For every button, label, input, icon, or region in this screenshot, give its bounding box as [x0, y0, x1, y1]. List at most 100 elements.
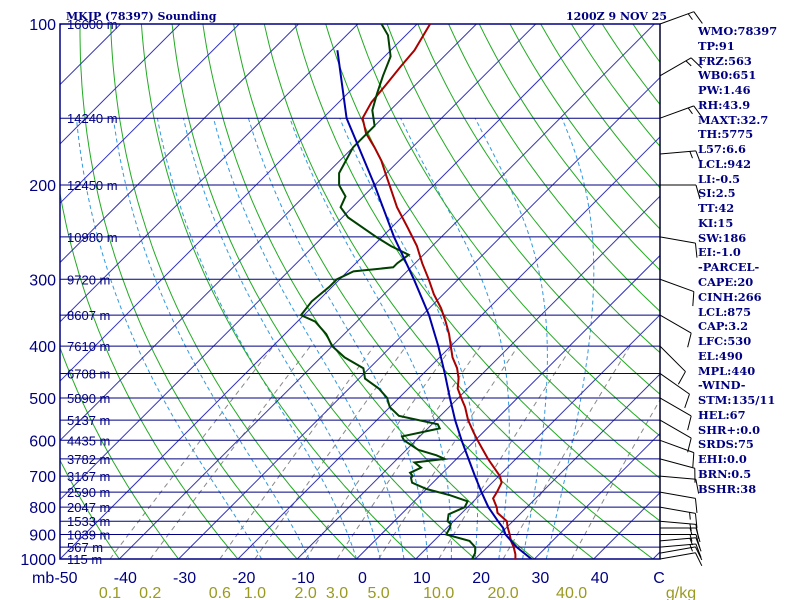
wind-staff — [659, 236, 696, 244]
height-label: 2047 m — [67, 500, 110, 515]
index-item: WMO:78397 — [698, 24, 778, 38]
wind-barbs — [659, 11, 703, 567]
pressure-label: 300 — [29, 272, 56, 289]
barb-half — [689, 512, 691, 520]
mixing-ratio-label: 0.6 — [209, 585, 231, 600]
barb-half — [689, 544, 693, 552]
moist-adiabat — [474, 117, 548, 559]
temperature-label: -10 — [292, 570, 315, 587]
temperature-label: -50 — [54, 570, 77, 587]
height-label: 16600 m — [67, 17, 118, 32]
isotherm — [534, 432, 660, 559]
dry-adiabat — [110, 24, 357, 559]
wind-barb — [659, 373, 690, 409]
station-title: MKJP (78397) Sounding — [66, 10, 217, 23]
height-label: 5137 m — [67, 413, 110, 428]
index-item: SW:186 — [698, 230, 747, 245]
mixing-ratio-label: 3.0 — [326, 585, 348, 600]
barb-half — [685, 60, 692, 67]
pressure-label: 600 — [29, 433, 56, 450]
wind-barb — [659, 552, 703, 567]
pressure-label: 500 — [29, 391, 56, 408]
index-item: SRDS:75 — [698, 437, 754, 452]
isotherm — [60, 24, 477, 442]
index-item: HEL:67 — [698, 407, 746, 422]
index-item: -PARCEL- — [698, 260, 760, 275]
mixing-ratio-line — [219, 345, 375, 559]
barb-full — [692, 452, 695, 468]
profiles — [299, 24, 533, 559]
mixing-ratio-label: 2.0 — [294, 585, 316, 600]
wind-barb — [659, 543, 702, 558]
pressure-label: 700 — [29, 469, 56, 486]
index-item: BRN:0.5 — [698, 466, 752, 481]
wind-staff — [659, 506, 696, 514]
wind-barb — [659, 506, 698, 528]
index-item: LCL:875 — [698, 304, 752, 319]
barb-full — [690, 57, 702, 69]
isotherm — [60, 24, 240, 204]
index-item: TP:91 — [698, 38, 735, 53]
height-label: 14240 m — [67, 111, 118, 126]
dry-adiabat — [294, 24, 660, 522]
barb-half — [689, 538, 693, 546]
isotherm — [60, 24, 181, 145]
wind-staff — [659, 314, 692, 334]
mixing-ratio-label: 0.2 — [139, 585, 161, 600]
height-label: 6708 m — [67, 366, 110, 381]
index-item: LI:-0.5 — [698, 171, 741, 186]
index-item: FRZ:563 — [698, 53, 752, 68]
temperature-label: -30 — [173, 570, 196, 587]
moist-adiabat — [339, 118, 479, 559]
wind-barb — [659, 458, 696, 483]
barb-half — [689, 151, 693, 159]
wind-barb — [659, 520, 700, 539]
isotherm — [178, 76, 660, 559]
barb-half — [689, 534, 693, 542]
index-item: CINH:266 — [698, 289, 762, 304]
barb-half — [687, 107, 693, 115]
height-label: 9720 m — [67, 272, 110, 287]
wind-barb — [659, 236, 698, 258]
pressure-label: 100 — [29, 17, 56, 34]
barb-full — [695, 524, 700, 539]
pressure-label: 800 — [29, 500, 56, 517]
mixing-ratio-label: 10.0 — [423, 585, 454, 600]
mixing-ratio-line — [149, 345, 311, 559]
barb-full — [695, 150, 702, 165]
barb-full — [693, 11, 703, 24]
wind-barb — [660, 534, 701, 549]
isotherm — [237, 136, 660, 559]
pressure-label: 400 — [29, 339, 56, 356]
index-item: STM:135/11 — [698, 393, 776, 408]
mixing-ratio-label: 40.0 — [556, 585, 587, 600]
wind-staff — [659, 278, 694, 293]
pressure-label: 200 — [29, 178, 56, 195]
dry-adiabat — [233, 24, 595, 559]
temperature-label: C — [653, 570, 665, 587]
isotherms — [0, 24, 660, 559]
index-item: SI:2.5 — [698, 186, 736, 201]
moist-adiabat — [213, 118, 405, 559]
isotherm — [60, 24, 596, 559]
height-label: 8607 m — [67, 308, 110, 323]
temperature-label: -20 — [232, 570, 255, 587]
temperature-label: 40 — [591, 570, 609, 587]
index-item: KI:15 — [698, 215, 734, 230]
moist-adiabats — [76, 117, 595, 559]
moist-adiabat — [156, 118, 357, 559]
moist-adiabat — [183, 118, 381, 559]
height-label: 7610 m — [67, 339, 110, 354]
wind-barb — [659, 278, 695, 307]
temperature-label: 20 — [472, 570, 490, 587]
temperature-label: 30 — [532, 570, 550, 587]
isotherm — [356, 254, 660, 559]
moist-adiabat — [400, 117, 510, 559]
barb-full — [695, 479, 700, 494]
height-label: 3167 m — [67, 469, 110, 484]
isotherm — [0, 24, 2, 559]
barb-full — [693, 105, 703, 118]
wind-barb — [659, 397, 692, 431]
barb-full — [687, 415, 692, 431]
